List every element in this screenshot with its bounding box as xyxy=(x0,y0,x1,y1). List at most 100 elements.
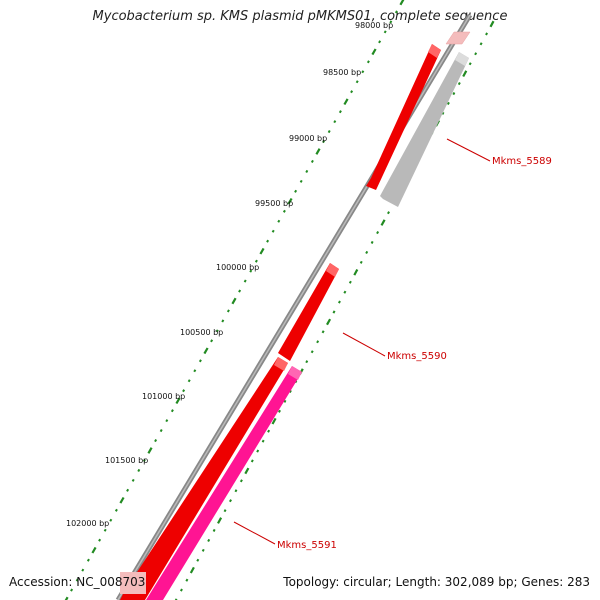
inner-tick xyxy=(457,82,461,86)
outer-tick xyxy=(159,429,163,433)
inner-tick xyxy=(376,231,380,235)
bp-tick-label: 101500 bp xyxy=(105,456,148,465)
inner-tick xyxy=(189,566,195,574)
inner-tick xyxy=(229,499,232,503)
gene-label-mkms-5591[interactable]: Mkms_5591 xyxy=(277,540,337,551)
inner-tick xyxy=(316,340,320,344)
feature-pink-top[interactable] xyxy=(445,31,471,45)
outer-tick xyxy=(282,209,286,213)
inner-tick xyxy=(234,489,238,493)
outer-tick xyxy=(249,269,253,273)
outer-tick xyxy=(310,159,314,163)
outer-tick xyxy=(226,309,230,313)
outer-tick xyxy=(119,496,125,504)
outer-tick xyxy=(64,596,69,600)
outer-tick xyxy=(221,319,225,323)
inner-tick xyxy=(452,92,456,96)
bp-tick-label: 100000 bp xyxy=(216,263,259,272)
outer-tick xyxy=(147,447,153,454)
outer-tick xyxy=(187,379,191,383)
inner-tick xyxy=(489,20,495,28)
feature-pink-bottom[interactable] xyxy=(120,572,146,594)
outer-tick xyxy=(294,189,298,193)
outer-tick xyxy=(198,359,202,363)
inner-tick xyxy=(338,300,341,304)
feature-mkms-5591-shade xyxy=(288,366,302,380)
outer-tick xyxy=(109,518,113,522)
inner-tick xyxy=(370,240,374,244)
inner-tick xyxy=(271,417,277,425)
feature-red-long[interactable] xyxy=(120,357,288,600)
outer-tick xyxy=(238,289,242,293)
outer-tick xyxy=(103,528,107,532)
inner-tick xyxy=(485,32,488,36)
inner-tick xyxy=(353,268,359,276)
feature-mkms-5589-shade xyxy=(455,52,469,66)
map-title: Mycobacterium sp. KMS plasmid pMKMS01, c… xyxy=(92,9,508,24)
outer-tick xyxy=(210,339,214,343)
feature-red-98000-shade xyxy=(428,44,441,58)
outer-tick xyxy=(315,148,321,155)
feature-mkms-5589[interactable] xyxy=(380,52,469,207)
outer-tick xyxy=(170,409,174,413)
inner-tick xyxy=(185,578,189,582)
outer-tick-track xyxy=(64,0,405,600)
inner-tick xyxy=(283,399,287,403)
inner-tick xyxy=(441,111,445,115)
outer-tick xyxy=(378,40,382,44)
inner-tick xyxy=(244,467,250,475)
bp-tick-label: 99000 bp xyxy=(289,134,327,143)
outer-tick xyxy=(70,588,74,592)
inner-tick xyxy=(207,538,211,542)
accession-text: Accession: NC_008703 xyxy=(9,575,146,589)
outer-tick xyxy=(399,0,405,6)
outer-tick xyxy=(154,439,158,443)
inner-tick xyxy=(343,290,347,294)
inner-tick xyxy=(196,558,200,562)
gene-label-mkms-5590[interactable]: Mkms_5590 xyxy=(387,351,447,362)
feature-mkms-5590[interactable] xyxy=(278,263,339,361)
outer-tick xyxy=(327,130,331,134)
leader-mkms-5590 xyxy=(342,332,386,357)
outer-tick xyxy=(389,20,393,24)
bp-tick-label: 98500 bp xyxy=(323,68,361,77)
inner-tick xyxy=(201,548,205,552)
inner-tick xyxy=(267,429,271,433)
outer-tick xyxy=(350,90,354,94)
inner-tick xyxy=(305,360,309,364)
outer-tick xyxy=(193,369,197,373)
outer-tick xyxy=(287,197,293,205)
inner-tick xyxy=(326,318,332,326)
inner-tick xyxy=(359,260,363,264)
bp-tick-label: 99500 bp xyxy=(255,199,293,208)
outer-tick xyxy=(322,140,326,144)
bp-tick-label: 98000 bp xyxy=(355,21,393,30)
outer-tick xyxy=(394,10,398,14)
inner-tick-track xyxy=(174,20,495,600)
inner-tick xyxy=(217,517,223,524)
outer-tick xyxy=(271,229,275,233)
inner-tick xyxy=(256,449,260,453)
inner-tick xyxy=(180,588,183,592)
outer-tick xyxy=(203,347,209,355)
outer-tick xyxy=(366,60,370,64)
feature-red-98000[interactable] xyxy=(366,44,441,190)
outer-tick xyxy=(383,30,387,34)
feature-mkms-5591[interactable] xyxy=(146,366,302,600)
sequence-backbone-highlight xyxy=(117,14,471,600)
feature-red-long-shade xyxy=(274,357,288,371)
inner-tick xyxy=(212,528,216,532)
inner-tick xyxy=(380,219,386,226)
gene-label-mkms-5589[interactable]: Mkms_5589 xyxy=(492,156,552,167)
outer-tick xyxy=(175,397,181,405)
outer-tick xyxy=(165,419,169,423)
outer-tick xyxy=(254,259,258,263)
inner-tick xyxy=(239,479,243,483)
inner-tick xyxy=(174,598,178,600)
outer-tick xyxy=(371,48,377,56)
outer-tick xyxy=(243,279,247,283)
outer-tick xyxy=(259,247,265,255)
outer-tick xyxy=(231,297,237,305)
outer-tick xyxy=(361,70,365,74)
